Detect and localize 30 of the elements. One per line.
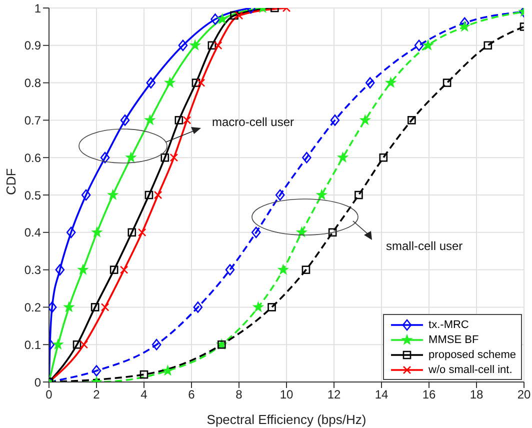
legend-label: MMSE BF [428,334,479,346]
y-tick-label: 0.8 [24,76,42,90]
x-tick-label: 2 [93,388,100,402]
y-tick-label: 0.4 [24,226,42,240]
x-axis-title: Spectral Efficiency (bps/Hz) [206,412,366,427]
x-tick-label: 12 [327,388,341,402]
x-tick-label: 18 [470,388,484,402]
y-axis-title: CDF [4,168,19,195]
x-tick-label: 16 [422,388,436,402]
y-tick-label: 0.1 [24,338,42,352]
y-tick-label: 0.2 [24,300,42,314]
x-tick-label: 10 [280,388,294,402]
y-tick-label: 0 [34,375,42,390]
y-tick-label: 0.9 [24,38,42,53]
legend-label: w/o small-cell int. [428,364,512,376]
annotation: macro-cell user [212,115,294,129]
x-tick-label: 6 [188,388,196,402]
y-tick-label: 1 [34,1,42,16]
legend-label: proposed scheme [428,348,516,360]
x-tick-label: 4 [140,388,148,402]
y-tick-label: 0.6 [24,150,42,165]
y-tick-label: 0.3 [24,263,42,278]
y-tick-label: 0.7 [24,113,42,128]
x-tick-label: 0 [46,388,53,402]
y-tick-label: 0.5 [24,188,42,202]
x-tick-label: 8 [236,388,243,402]
legend-label: tx.-MRC [428,318,469,330]
annotation: small-cell user [386,239,463,253]
x-tick-label: 20 [517,388,531,402]
x-tick-label: 14 [374,388,388,402]
